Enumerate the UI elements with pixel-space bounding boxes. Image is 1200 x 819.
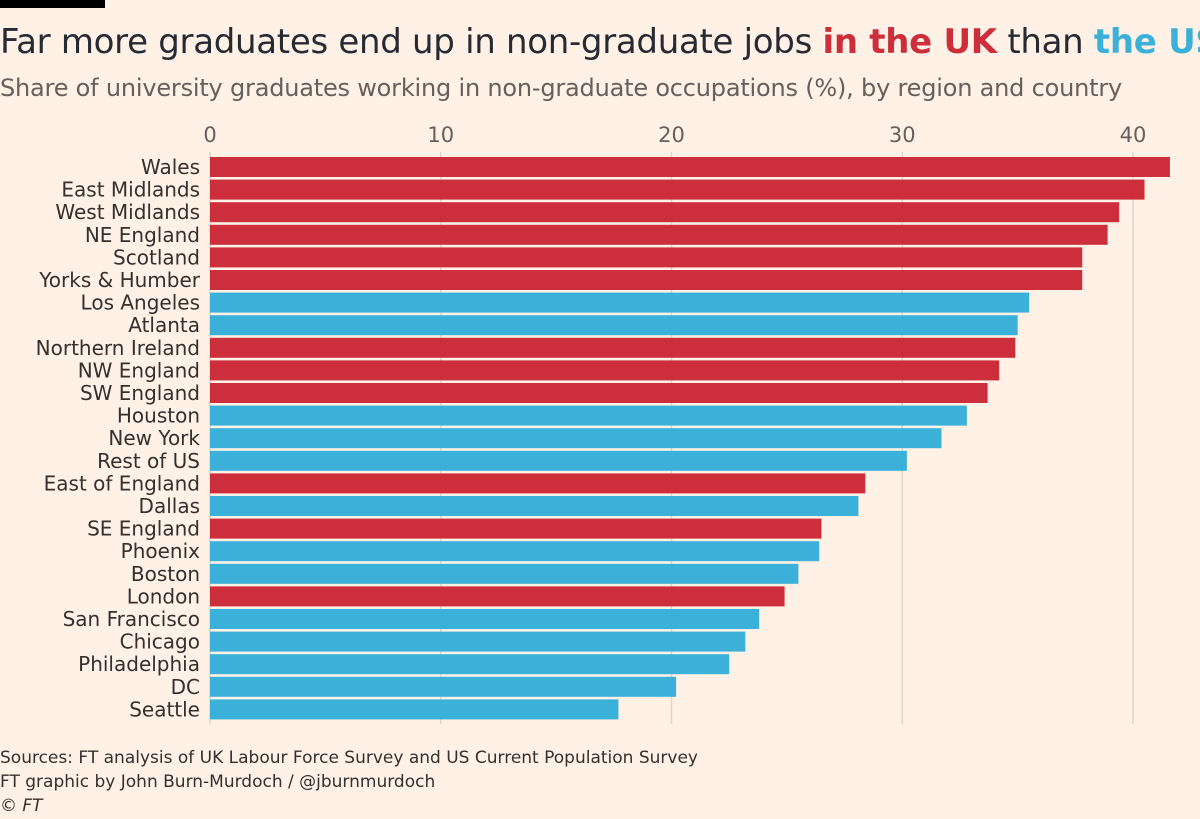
chart-title: Far more graduates end up in non-graduat… <box>0 22 1200 62</box>
category-label: Phoenix <box>121 539 201 563</box>
category-label: Seattle <box>129 697 200 721</box>
category-label: East Midlands <box>61 178 200 202</box>
category-label: Houston <box>117 404 200 428</box>
category-label: Wales <box>141 155 200 179</box>
bar <box>210 473 866 494</box>
x-tick-label: 40 <box>1120 123 1147 147</box>
x-tick-label: 10 <box>427 123 454 147</box>
category-label: DC <box>171 675 200 699</box>
category-label: New York <box>108 426 200 450</box>
bar <box>210 202 1120 223</box>
bar <box>210 337 1016 358</box>
category-label: Scotland <box>113 245 200 269</box>
category-label: London <box>127 584 200 608</box>
category-label: East of England <box>44 471 200 495</box>
bar <box>210 157 1170 177</box>
title-middle: than <box>996 22 1094 62</box>
category-label: SE England <box>87 517 200 541</box>
copyright: © FT <box>0 796 43 816</box>
bar <box>210 518 822 539</box>
bar <box>210 270 1083 290</box>
category-label: West Midlands <box>55 200 200 224</box>
category-label: Los Angeles <box>81 291 200 315</box>
x-tick-label: 0 <box>203 123 216 147</box>
category-label: Northern Ireland <box>36 336 200 360</box>
bar <box>210 496 859 516</box>
bar <box>210 247 1083 268</box>
bar <box>210 224 1108 245</box>
ft-top-bar <box>0 0 105 8</box>
graphic-credit: FT graphic by John Burn-Murdoch / @jburn… <box>0 772 436 792</box>
bar <box>210 383 988 403</box>
title-uk-highlight: in the UK <box>822 22 998 62</box>
bar <box>210 563 799 584</box>
bar <box>210 315 1018 336</box>
bar <box>210 450 907 471</box>
category-label: Boston <box>131 562 200 586</box>
title-us-highlight: the US <box>1093 22 1200 62</box>
chart-subtitle: Share of university graduates working in… <box>0 74 1122 102</box>
category-label: San Francisco <box>63 607 200 631</box>
bar <box>210 654 730 675</box>
bar <box>210 360 1000 381</box>
bar <box>210 699 619 720</box>
bar <box>210 405 967 426</box>
category-label: NE England <box>85 223 200 247</box>
bar <box>210 292 1030 313</box>
bar <box>210 179 1145 200</box>
bar <box>210 428 942 449</box>
bar <box>210 609 760 629</box>
category-label: NW England <box>78 358 200 382</box>
category-label: Yorks & Humber <box>38 268 201 292</box>
title-prefix: Far more graduates end up in non-graduat… <box>0 22 823 62</box>
x-tick-label: 30 <box>889 123 916 147</box>
bar <box>210 541 820 562</box>
bar <box>210 631 746 652</box>
category-label: Atlanta <box>128 313 200 337</box>
category-label: SW England <box>80 381 200 405</box>
category-label: Dallas <box>139 494 200 518</box>
bar <box>210 676 677 697</box>
x-tick-label: 20 <box>658 123 685 147</box>
bar <box>210 586 785 607</box>
category-label: Chicago <box>120 630 200 654</box>
category-label: Rest of US <box>97 449 200 473</box>
category-label: Philadelphia <box>78 652 200 676</box>
sources-note: Sources: FT analysis of UK Labour Force … <box>0 748 698 768</box>
